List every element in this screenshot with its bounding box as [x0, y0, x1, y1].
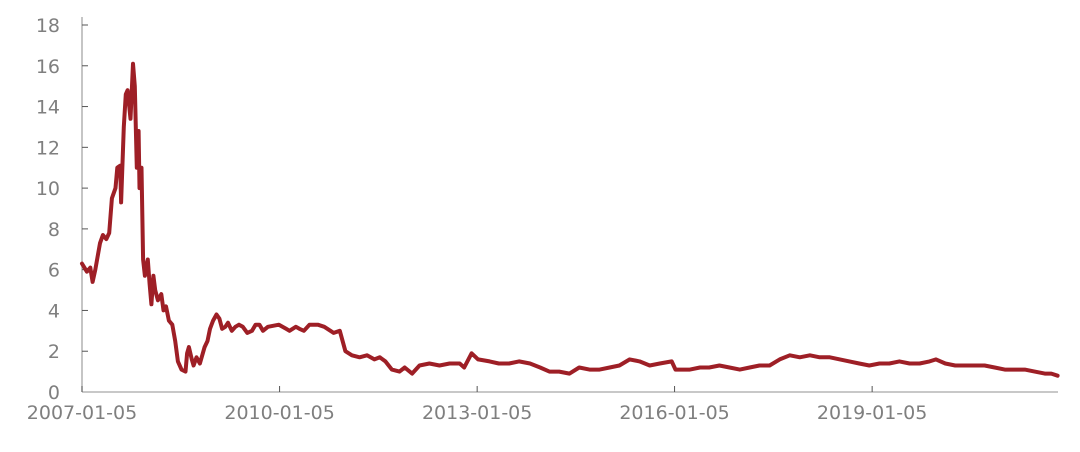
y-tick-label: 14: [36, 97, 60, 119]
y-tick-label: 10: [36, 178, 60, 200]
plot-area: [80, 61, 1060, 378]
y-tick-label: 16: [36, 56, 60, 78]
y-tick-label: 12: [36, 137, 60, 159]
y-tick-label: 18: [36, 15, 60, 37]
x-tick-label: 2019-01-05: [817, 402, 927, 424]
y-tick-label: 8: [48, 219, 60, 241]
y-tick-label: 4: [48, 300, 60, 322]
x-tick-label: 2007-01-05: [27, 402, 137, 424]
y-axis: 0 2 4 6 8 10 12 14 16 18: [36, 15, 88, 404]
x-axis: 2007-01-05 2010-01-05 2013-01-05 2016-01-05…: [27, 386, 1058, 424]
series-line: [80, 61, 1060, 378]
x-tick-label: 2016-01-05: [619, 402, 729, 424]
y-tick-label: 2: [48, 341, 60, 363]
y-tick-label: 6: [48, 260, 60, 282]
x-tick-label: 2010-01-05: [224, 402, 334, 424]
x-tick-label: 2013-01-05: [422, 402, 532, 424]
y-tick-label: 0: [48, 382, 60, 404]
